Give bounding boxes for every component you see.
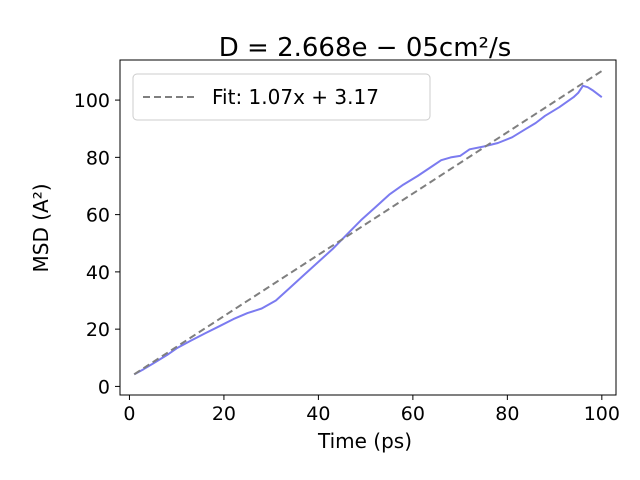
plot-area — [133, 70, 603, 376]
y-tick-label: 20 — [86, 319, 110, 341]
x-axis: 0 20 40 60 80 100 — [123, 395, 620, 425]
x-tick-label: 0 — [123, 403, 135, 425]
x-tick-label: 40 — [306, 403, 330, 425]
y-tick-label: 60 — [86, 205, 110, 227]
legend-fit-label: Fit: 1.07x + 3.17 — [212, 85, 379, 109]
y-tick-label: 40 — [86, 262, 110, 284]
y-tick-label: 0 — [98, 376, 110, 398]
x-tick-label: 100 — [584, 403, 620, 425]
x-axis-label: Time (ps) — [317, 429, 412, 453]
fit-line — [133, 70, 603, 376]
plot-frame — [119, 59, 617, 396]
x-tick-label: 60 — [401, 403, 425, 425]
legend: Fit: 1.07x + 3.17 — [132, 73, 431, 121]
msd-series-line — [133, 84, 603, 376]
legend-box — [132, 73, 431, 121]
x-tick-label: 20 — [212, 403, 236, 425]
y-tick-label: 80 — [86, 147, 110, 169]
chart-title: D = 2.668e − 05cm²/s — [219, 33, 512, 63]
y-axis: 0 20 40 60 80 100 — [74, 90, 120, 398]
x-tick-label: 80 — [495, 403, 519, 425]
y-axis-label: MSD (A²) — [29, 183, 53, 272]
y-tick-label: 100 — [74, 90, 110, 112]
